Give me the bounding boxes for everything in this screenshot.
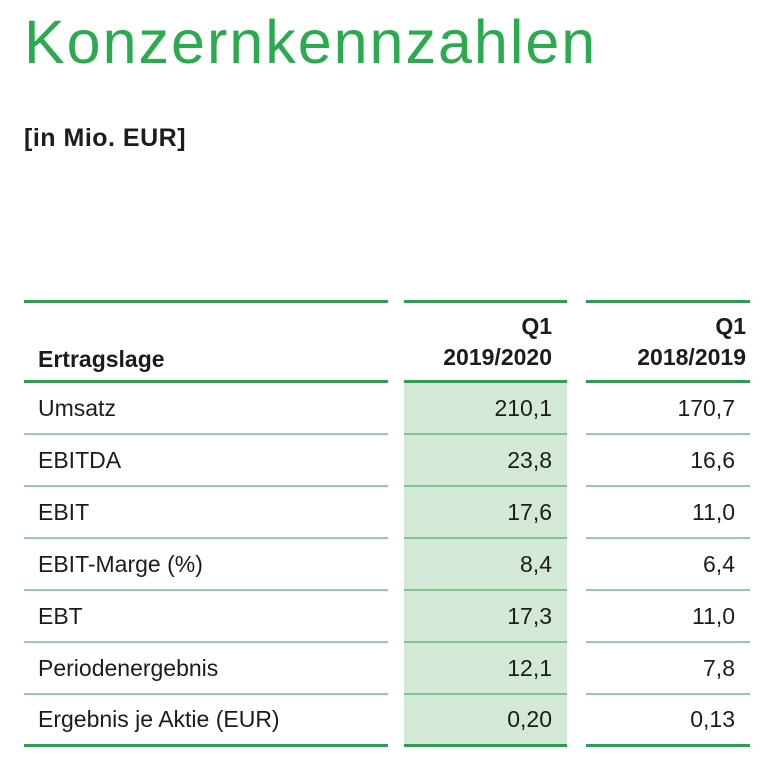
row-label: EBIT bbox=[24, 487, 388, 539]
row-label: Ergebnis je Aktie (EUR) bbox=[24, 695, 388, 747]
header-ertragslage: Ertragslage bbox=[24, 300, 388, 383]
row-label: EBT bbox=[24, 591, 388, 643]
column-gap bbox=[567, 591, 586, 643]
value-current: 210,1 bbox=[404, 383, 567, 435]
row-label: Umsatz bbox=[24, 383, 388, 435]
unit-note: [in Mio. EUR] bbox=[24, 124, 187, 152]
header-fiscal-year: 2018/2019 bbox=[637, 344, 746, 370]
value-current: 17,3 bbox=[404, 591, 567, 643]
table-row-ebit-marge: EBIT-Marge (%) 8,4 6,4 bbox=[24, 539, 750, 591]
value-prior: 6,4 bbox=[586, 539, 750, 591]
value-prior: 11,0 bbox=[586, 487, 750, 539]
value-current: 12,1 bbox=[404, 643, 567, 695]
column-gap bbox=[567, 487, 586, 539]
table-row-ergebnis-je-aktie: Ergebnis je Aktie (EUR) 0,20 0,13 bbox=[24, 695, 750, 747]
header-fiscal-year: 2019/2020 bbox=[443, 344, 552, 370]
header-q1-2019-2020: Q1 2019/2020 bbox=[404, 300, 567, 383]
header-label: Ertragslage bbox=[38, 346, 165, 372]
table-row-periodenergebnis: Periodenergebnis 12,1 7,8 bbox=[24, 643, 750, 695]
row-label: Periodenergebnis bbox=[24, 643, 388, 695]
column-gap bbox=[567, 435, 586, 487]
table-header-row: Ertragslage Q1 2019/2020 Q1 2018/2019 bbox=[24, 300, 750, 383]
table-row-ebitda: EBITDA 23,8 16,6 bbox=[24, 435, 750, 487]
key-figures-table: Ertragslage Q1 2019/2020 Q1 2018/2019 Um… bbox=[24, 300, 750, 747]
value-current: 0,20 bbox=[404, 695, 567, 747]
column-gap bbox=[388, 643, 404, 695]
column-gap bbox=[567, 383, 586, 435]
table-row-ebt: EBT 17,3 11,0 bbox=[24, 591, 750, 643]
header-q1-2018-2019: Q1 2018/2019 bbox=[586, 300, 750, 383]
value-prior: 7,8 bbox=[586, 643, 750, 695]
page-title: Konzernkennzahlen bbox=[24, 8, 598, 76]
value-current: 23,8 bbox=[404, 435, 567, 487]
column-gap bbox=[567, 300, 586, 383]
column-gap bbox=[388, 695, 404, 747]
table-row-umsatz: Umsatz 210,1 170,7 bbox=[24, 383, 750, 435]
header-period-stack: Q1 2018/2019 bbox=[586, 311, 746, 373]
row-label: EBITDA bbox=[24, 435, 388, 487]
column-gap bbox=[567, 643, 586, 695]
column-gap bbox=[388, 539, 404, 591]
column-gap bbox=[388, 591, 404, 643]
row-label: EBIT-Marge (%) bbox=[24, 539, 388, 591]
column-gap bbox=[567, 695, 586, 747]
header-quarter: Q1 bbox=[715, 313, 746, 339]
header-quarter: Q1 bbox=[521, 313, 552, 339]
value-current: 8,4 bbox=[404, 539, 567, 591]
table-row-ebit: EBIT 17,6 11,0 bbox=[24, 487, 750, 539]
column-gap bbox=[388, 300, 404, 383]
header-period-stack: Q1 2019/2020 bbox=[404, 311, 552, 373]
column-gap bbox=[388, 383, 404, 435]
column-gap bbox=[567, 539, 586, 591]
value-current: 17,6 bbox=[404, 487, 567, 539]
column-gap bbox=[388, 435, 404, 487]
value-prior: 170,7 bbox=[586, 383, 750, 435]
value-prior: 11,0 bbox=[586, 591, 750, 643]
value-prior: 16,6 bbox=[586, 435, 750, 487]
value-prior: 0,13 bbox=[586, 695, 750, 747]
column-gap bbox=[388, 487, 404, 539]
